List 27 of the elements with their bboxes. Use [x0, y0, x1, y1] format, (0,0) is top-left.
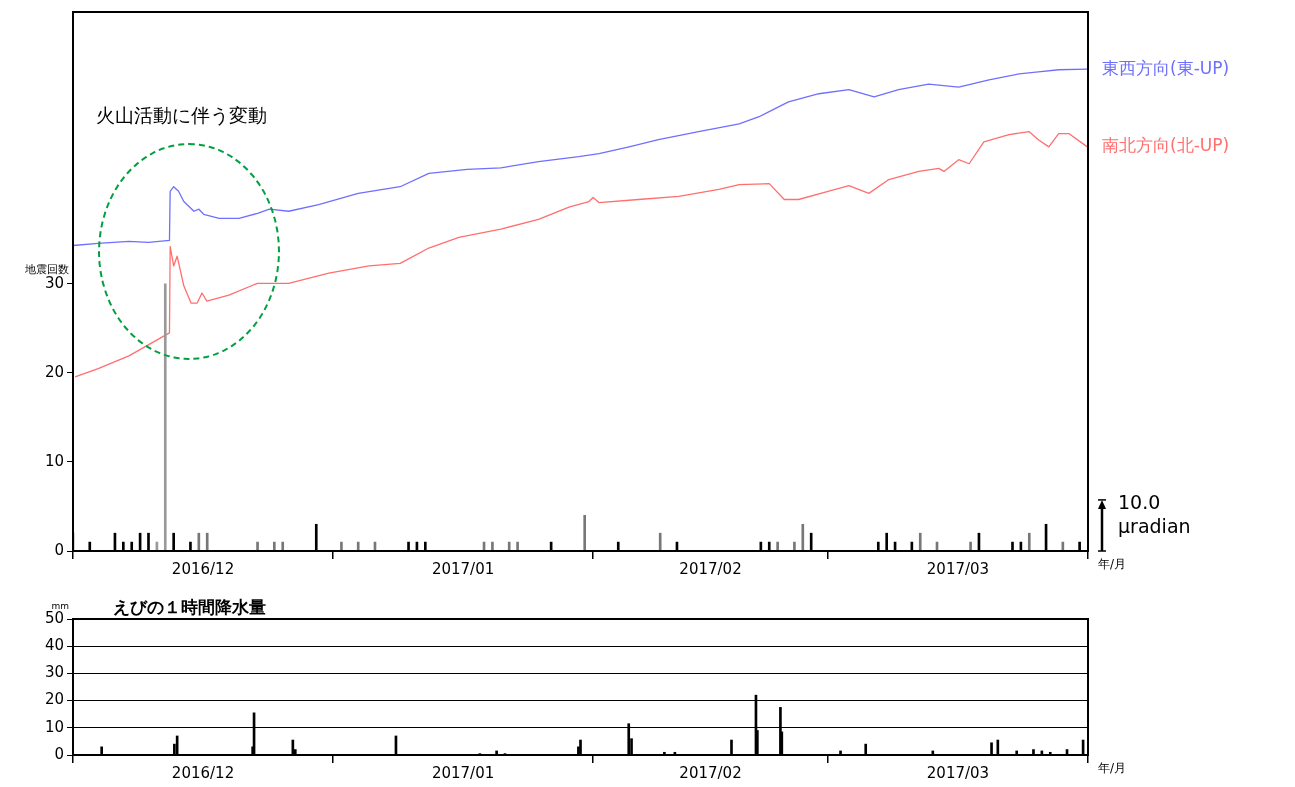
- x-tick-label: 2016/12: [171, 763, 235, 782]
- x-tick-label: 2017/01: [431, 559, 495, 578]
- y2-tick-label: 10.0: [1118, 490, 1161, 513]
- x-tick-label: 2016/12: [171, 559, 235, 578]
- y-tick-label: 50: [44, 608, 64, 627]
- y-axis-title: 地震回数: [24, 263, 69, 277]
- series-label: 南北方向(北-UP): [1102, 135, 1230, 156]
- y-tick-label: 20: [44, 362, 64, 381]
- x-axis-title: 年/月: [1098, 557, 1127, 572]
- x-tick-label: 2017/02: [679, 763, 742, 782]
- x-tick-label: 2017/01: [431, 763, 495, 782]
- y-tick-label: 0: [54, 744, 64, 763]
- x-tick-label: 2017/03: [926, 763, 990, 782]
- y-tick-label: 10: [44, 451, 64, 470]
- y2-axis-title: μradian: [1118, 514, 1191, 537]
- x-axis-title: 年/月: [1098, 761, 1127, 776]
- y-tick-label: 20: [44, 690, 64, 709]
- annotation: 火山活動に伴う変動: [96, 103, 267, 128]
- y-tick-label: 40: [44, 636, 64, 655]
- chart-title: えびの１時間降水量: [113, 596, 266, 617]
- x-tick-label: 2017/03: [926, 559, 990, 578]
- y-tick-label: 0: [54, 540, 64, 559]
- y-tick-label: 30: [44, 663, 64, 682]
- x-tick-label: 2017/02: [679, 559, 742, 578]
- series-label: 東西方向(東-UP): [1102, 57, 1230, 78]
- y-axis-title: mm: [51, 600, 69, 611]
- y-tick-label: 10: [44, 717, 64, 736]
